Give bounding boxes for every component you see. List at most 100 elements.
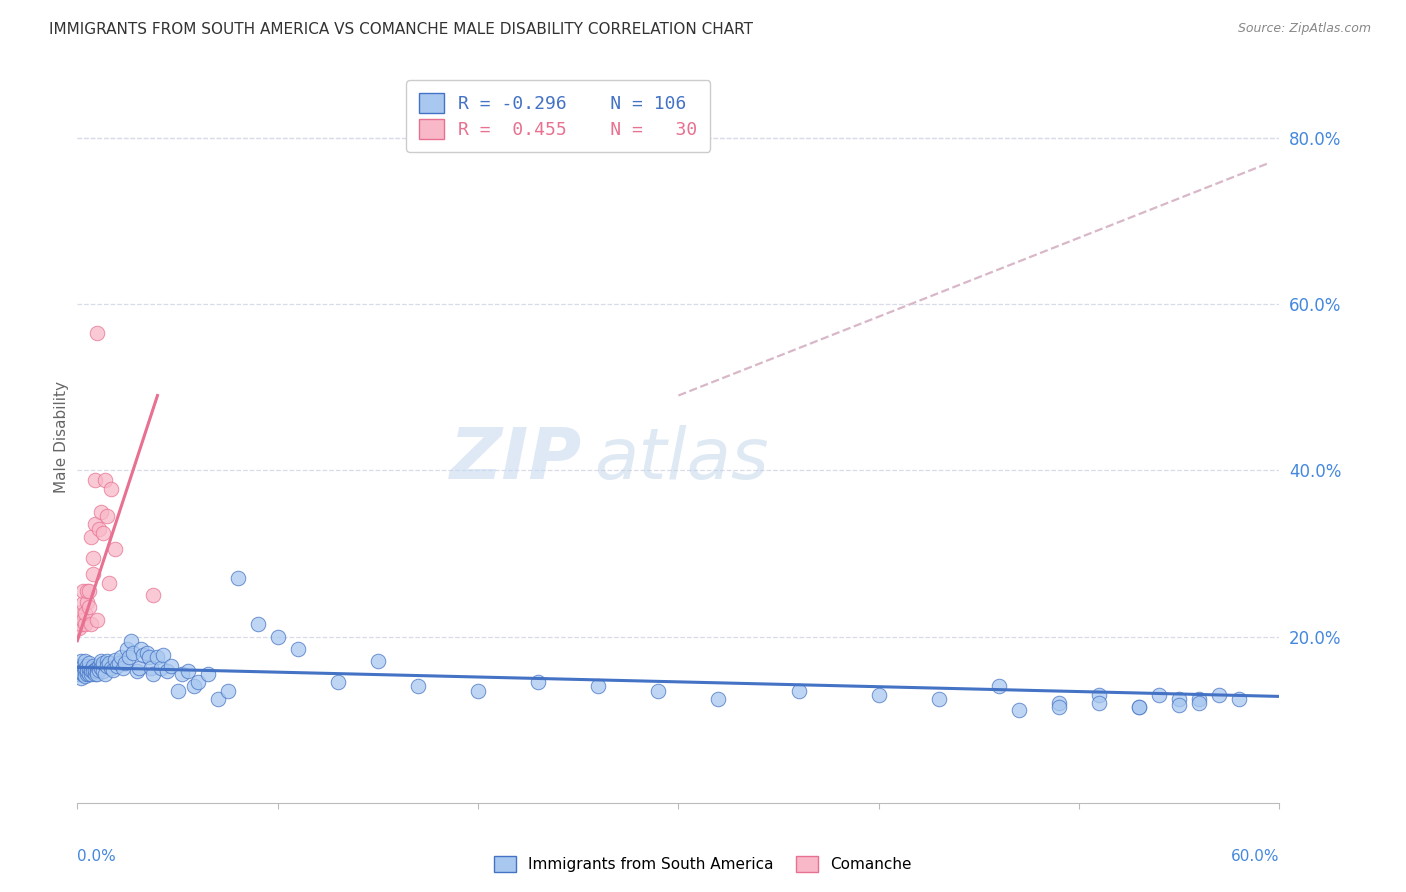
Point [1088,696,1111,710]
Point [75,617,97,632]
Point [707,692,730,706]
Point [94,473,117,487]
Point [217,683,239,698]
Point [89,521,111,535]
Point [76,663,98,677]
Point [187,675,209,690]
Point [76,667,98,681]
Point [90,505,112,519]
Point [96,655,118,669]
Point [82,550,104,565]
Point [75,655,97,669]
Point [70,661,93,675]
Point [79,583,101,598]
Point [84,473,107,487]
Point [86,613,108,627]
Legend: Immigrants from South America, Comanche: Immigrants from South America, Comanche [486,848,920,880]
Point [86,661,108,675]
Point [96,658,118,673]
Point [207,692,229,706]
Point [75,669,97,683]
Point [89,663,111,677]
Point [326,675,349,690]
Point [70,665,93,679]
Point [67,608,90,623]
Point [1128,700,1150,714]
Point [197,667,219,681]
Point [70,617,93,632]
Point [82,661,104,675]
Point [183,680,205,694]
Point [100,482,122,496]
Point [93,665,115,679]
Point [1168,692,1191,706]
Point [100,661,122,675]
Point [1128,700,1150,714]
Point [67,621,90,635]
Point [75,665,97,679]
Point [72,667,94,681]
Point [67,667,90,681]
Point [82,658,104,673]
Point [128,661,150,675]
Point [76,594,98,608]
Point [80,617,103,632]
Point [132,648,155,662]
Point [82,665,104,679]
Point [79,667,101,681]
Point [928,692,950,706]
Text: 0.0%: 0.0% [77,849,117,863]
Point [86,326,108,341]
Point [72,667,94,681]
Point [287,642,309,657]
Point [75,661,97,675]
Point [93,656,115,670]
Point [141,661,163,675]
Point [84,517,107,532]
Point [67,658,90,673]
Point [80,667,103,681]
Point [988,680,1011,694]
Point [90,655,112,669]
Point [1149,688,1171,702]
Point [72,658,94,673]
Point [166,683,188,698]
Point [226,571,249,585]
Point [67,663,90,677]
Point [868,688,890,702]
Point [84,667,107,681]
Point [86,667,108,681]
Legend: R = -0.296    N = 106, R =  0.455    N =   30: R = -0.296 N = 106, R = 0.455 N = 30 [406,80,710,152]
Point [72,596,94,610]
Point [467,683,489,698]
Point [80,665,103,679]
Point [72,613,94,627]
Point [131,642,153,657]
Point [120,633,142,648]
Point [787,683,810,698]
Point [406,680,429,694]
Point [79,661,101,675]
Point [94,667,117,681]
Point [96,509,118,524]
Point [108,656,131,670]
Point [75,607,97,621]
Point [1208,688,1230,702]
Point [267,630,290,644]
Point [84,663,107,677]
Point [79,656,101,670]
Point [1088,688,1111,702]
Point [82,567,104,582]
Point [80,663,103,677]
Point [76,665,98,679]
Text: atlas: atlas [595,425,769,493]
Point [156,665,179,679]
Point [1168,698,1191,712]
Point [122,646,145,660]
Point [72,663,94,677]
Point [104,653,127,667]
Point [86,665,108,679]
Point [70,671,93,685]
Point [527,675,550,690]
Point [588,680,610,694]
